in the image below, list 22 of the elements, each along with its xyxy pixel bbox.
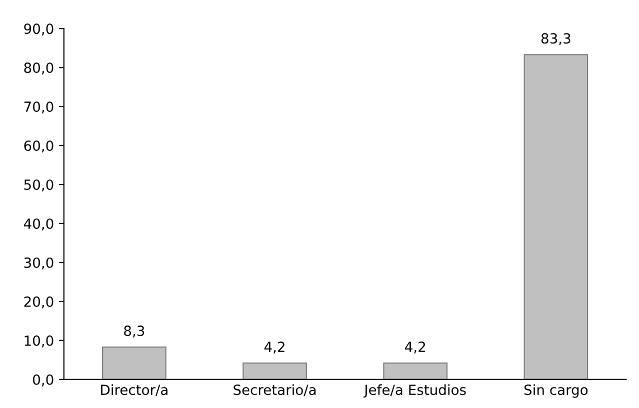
data-label: 8,3 (124, 326, 144, 338)
y-tick-label: 70,0 (24, 102, 54, 114)
y-tick-label: 50,0 (24, 179, 54, 192)
y-tick-label: 60,0 (24, 140, 54, 152)
data-label: 4,2 (404, 342, 426, 354)
y-tick-label: 0,0 (33, 374, 54, 386)
y-tick-label: 80,0 (24, 62, 54, 74)
x-tick-label: Director/a (101, 384, 168, 396)
bar (524, 54, 588, 380)
bar (102, 346, 166, 380)
x-tick-label: Secretario/a (234, 384, 316, 396)
bar (242, 362, 307, 380)
y-tick-label: 90,0 (24, 24, 54, 36)
bar (383, 362, 448, 380)
y-tick-label: 40,0 (24, 218, 54, 230)
data-label: 83,3 (541, 33, 570, 46)
x-tick-label: Sin cargo (524, 384, 588, 398)
data-label: 4,2 (264, 342, 284, 354)
y-tick-label: 10,0 (24, 335, 54, 348)
y-tick-label: 30,0 (24, 257, 54, 270)
x-tick-label: Jefe/a Estudios (363, 384, 466, 398)
y-tick-label: 20,0 (24, 296, 54, 308)
